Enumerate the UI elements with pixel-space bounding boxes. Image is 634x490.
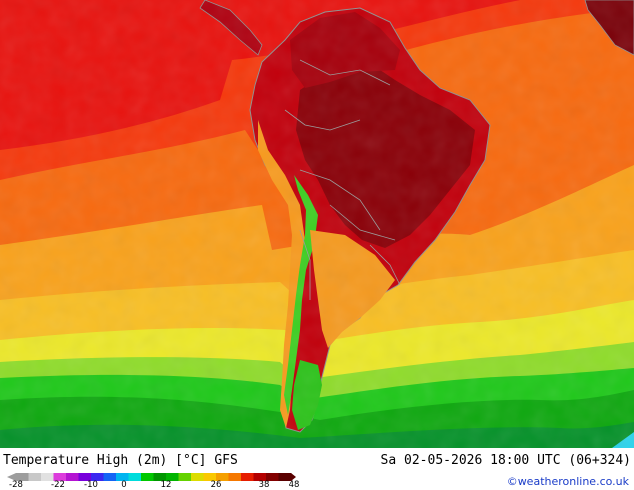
map-title: Temperature High (2m) [°C] GFS <box>3 453 238 468</box>
map-footer: Temperature High (2m) [°C] GFS Sa 02-05-… <box>0 448 634 490</box>
scale-swatch <box>228 473 242 481</box>
scale-swatch <box>103 473 117 481</box>
scale-swatch <box>266 473 279 481</box>
scale-swatch <box>28 473 42 481</box>
scale-swatch <box>128 473 142 481</box>
scale-tick-label: 12 <box>160 480 172 490</box>
scale-swatch <box>253 473 267 481</box>
scale-swatch <box>66 473 79 481</box>
scale-tick-label: -28 <box>9 480 23 490</box>
scale-tick-label: 26 <box>210 480 222 490</box>
scale-swatch <box>166 473 179 481</box>
scale-arrow-right <box>291 473 296 481</box>
credit-link[interactable]: ©weatheronline.co.uk <box>506 475 629 488</box>
scale-swatch <box>116 473 129 481</box>
scale-swatch <box>153 473 167 481</box>
scale-swatch <box>78 473 92 481</box>
scale-tick-label: -22 <box>51 480 65 490</box>
scale-swatch <box>203 473 217 481</box>
scale-swatch <box>41 473 54 481</box>
scale-swatch <box>178 473 192 481</box>
scale-tick-label: 0 <box>121 480 127 490</box>
scale-tick-label: -10 <box>84 480 98 490</box>
scale-swatch <box>91 473 104 481</box>
scale-swatch <box>278 473 292 481</box>
scale-swatch <box>53 473 67 481</box>
scale-tick-label: 48 <box>288 480 300 490</box>
scale-swatch <box>216 473 229 481</box>
valid-time: Sa 02-05-2026 18:00 UTC (06+324) <box>380 453 631 468</box>
scale-swatch <box>141 473 154 481</box>
scale-arrow-left <box>7 473 16 481</box>
temperature-map <box>0 0 634 448</box>
scale-swatch <box>241 473 254 481</box>
scale-swatch <box>191 473 204 481</box>
scale-swatch <box>16 473 29 481</box>
color-scale <box>7 473 296 481</box>
scale-tick-label: 38 <box>258 480 270 490</box>
